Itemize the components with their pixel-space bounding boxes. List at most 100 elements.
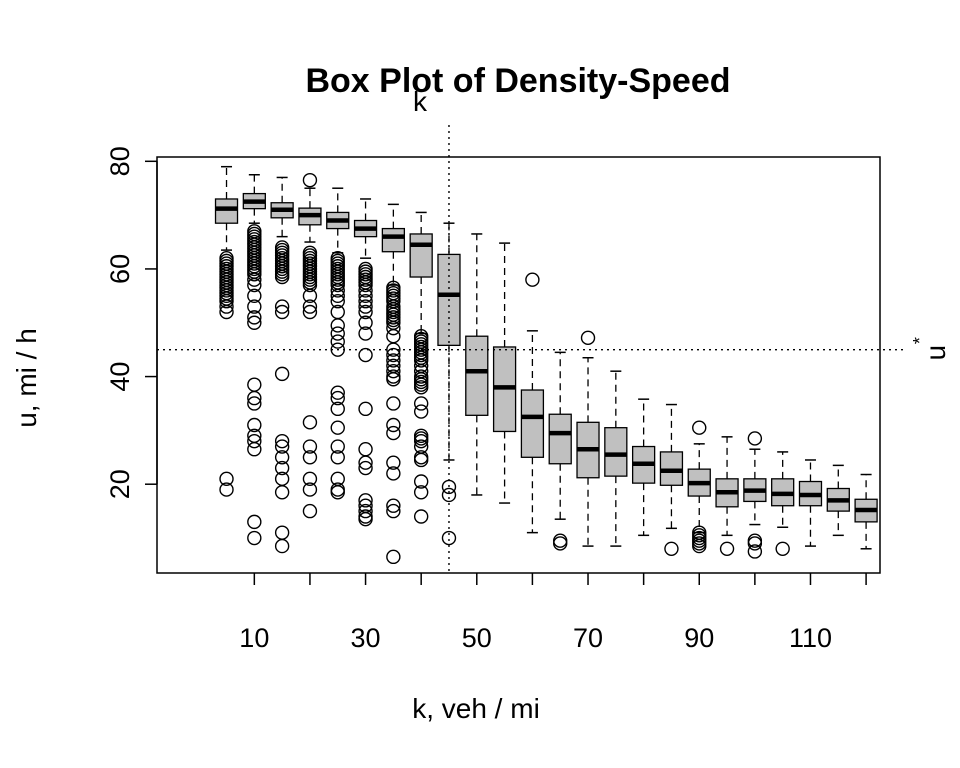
iqr-box [214, 198, 239, 224]
box-k-55 [492, 242, 517, 504]
box-k-105 [771, 451, 795, 556]
outlier-point [274, 450, 290, 465]
outlier-point [302, 288, 318, 304]
outlier-point [441, 487, 457, 503]
outlier-point [247, 390, 262, 406]
outlier-point [274, 439, 290, 454]
outlier-point [358, 442, 373, 457]
box-k-25 [326, 187, 350, 500]
outlier-point [274, 433, 290, 449]
y-tick-label: 80 [105, 146, 135, 176]
outlier-point [219, 299, 234, 314]
box-k-115 [826, 464, 850, 537]
outlier-point [358, 283, 373, 298]
plot-frame [156, 156, 881, 574]
box-k-65 [548, 351, 572, 551]
x-tick-label: 30 [351, 623, 381, 653]
outlier-point [664, 541, 679, 556]
outlier-point [358, 288, 373, 304]
outlier-point [358, 455, 373, 470]
outlier-point [553, 533, 568, 548]
outlier-point [330, 326, 345, 341]
outlier-point [358, 493, 373, 508]
outlier-point [330, 385, 345, 400]
outlier-point [386, 372, 401, 387]
outlier-point [747, 536, 763, 551]
outlier-point [247, 377, 262, 392]
box-k-100 [743, 431, 767, 559]
box-k-50 [465, 233, 489, 496]
outlier-point [358, 401, 373, 417]
outlier-point [719, 541, 735, 556]
outlier-point [330, 318, 345, 333]
outlier-point [274, 299, 290, 314]
outlier-point [302, 503, 318, 519]
outlier-point [386, 320, 401, 336]
iqr-box [409, 233, 433, 278]
outlier-point [219, 304, 234, 320]
outlier-point [386, 347, 401, 363]
outlier-point [413, 485, 429, 500]
outlier-point [247, 396, 262, 411]
outlier-point [386, 425, 401, 441]
box-k-70 [576, 330, 600, 547]
outlier-point [247, 272, 262, 287]
outlier-point [386, 329, 401, 344]
box-k-20 [298, 172, 322, 519]
outlier-point [413, 509, 429, 524]
outlier-point [553, 536, 568, 551]
outlier-point [302, 415, 318, 430]
outlier-point [302, 439, 318, 454]
x-tick-label: 90 [684, 623, 714, 653]
outlier-point [247, 277, 262, 293]
iqr-box [381, 227, 406, 253]
outlier-point [386, 396, 401, 411]
outlier-point [247, 299, 262, 314]
outlier-point [358, 511, 373, 527]
outlier-point [330, 390, 345, 406]
outlier-point [580, 330, 596, 346]
box-k-5 [214, 165, 239, 497]
outlier-point [247, 442, 262, 457]
outlier-point [247, 514, 262, 530]
outlier-point [274, 460, 290, 476]
outlier-point [386, 549, 401, 565]
box-k-85 [659, 403, 684, 556]
outlier-point [302, 450, 318, 465]
box-k-30 [353, 198, 378, 527]
box-k-110 [798, 459, 823, 547]
iqr-box [548, 413, 572, 465]
outlier-point [413, 396, 429, 411]
outlier-point [330, 401, 345, 417]
outlier-point [330, 334, 345, 349]
outlier-point [274, 269, 290, 285]
box-k-60 [520, 272, 545, 534]
chart-title: Box Plot of Density-Speed [305, 62, 730, 100]
outlier-point [302, 299, 318, 314]
outlier-point [330, 283, 345, 298]
y-axis-label: u, mi / h [11, 328, 42, 428]
iqr-box [520, 389, 545, 458]
box-k-95 [715, 436, 739, 556]
x-axis-label: k, veh / mi [412, 693, 540, 724]
outlier-point [330, 288, 345, 304]
plot-area: 20 40 60 80 10 30 50 70 90 110 [105, 125, 906, 653]
x-tick-label: 110 [789, 623, 832, 653]
outlier-point [358, 315, 373, 330]
y-tick-label: 40 [105, 362, 135, 392]
outlier-point [358, 460, 373, 476]
outlier-point [302, 277, 318, 293]
outlier-point [274, 304, 290, 320]
horizontal-ref-label-superscript: * [910, 337, 930, 344]
box-k-80 [631, 398, 656, 537]
outlier-point [330, 439, 345, 454]
outlier-point [413, 452, 429, 468]
outlier-point [247, 417, 262, 433]
outlier-point [302, 304, 318, 320]
outlier-point [330, 450, 345, 465]
box-k-90 [687, 420, 711, 554]
outlier-point [386, 363, 401, 379]
outlier-point [386, 466, 401, 481]
outlier-point [247, 310, 262, 325]
outlier-point [358, 347, 373, 363]
